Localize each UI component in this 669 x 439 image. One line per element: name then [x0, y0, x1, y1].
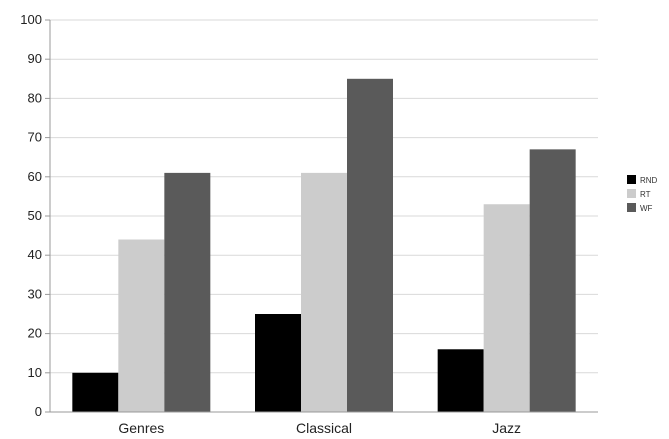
y-axis-ticks: 0 10 20 30 40 50 60 70 80 90 100	[20, 12, 50, 419]
legend: RND RT WF	[627, 175, 658, 213]
bar-wf-jazz	[529, 149, 576, 413]
bar-rnd-genres	[72, 372, 119, 412]
legend-label-wf: WF	[640, 204, 653, 213]
y-tick-label: 10	[28, 365, 42, 380]
legend-label-rt: RT	[640, 190, 651, 199]
bar-wf-genres	[164, 172, 211, 412]
y-tick-label: 60	[28, 169, 42, 184]
x-category-label: Genres	[118, 420, 164, 436]
y-tick-label: 0	[35, 404, 42, 419]
y-tick-label: 100	[20, 12, 42, 27]
bars	[72, 78, 576, 413]
y-tick-label: 70	[28, 130, 42, 145]
x-category-label: Classical	[296, 420, 352, 436]
legend-swatch-rt	[627, 189, 636, 198]
x-category-label: Jazz	[492, 420, 521, 436]
bar-rt-jazz	[483, 204, 530, 412]
axes	[49, 20, 598, 413]
y-tick-label: 40	[28, 247, 42, 262]
y-tick-label: 80	[28, 90, 42, 105]
legend-swatch-wf	[627, 203, 636, 212]
legend-label-rnd: RND	[640, 176, 658, 185]
bar-wf-classical	[347, 78, 393, 413]
y-tick-label: 20	[28, 326, 42, 341]
bar-rnd-jazz	[437, 349, 484, 412]
bar-rt-genres	[118, 239, 165, 412]
y-tick-label: 30	[28, 286, 42, 301]
y-tick-label: 90	[28, 51, 42, 66]
legend-swatch-rnd	[627, 175, 636, 184]
y-tick-label: 50	[28, 208, 42, 223]
bar-rnd-classical	[255, 314, 301, 412]
bar-rt-classical	[301, 172, 347, 412]
x-axis-labels: Genres Classical Jazz	[118, 420, 521, 436]
